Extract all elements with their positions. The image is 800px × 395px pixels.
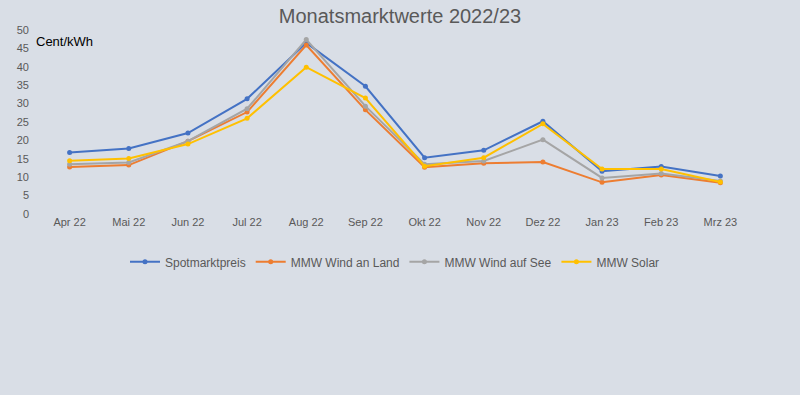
svg-text:20: 20 — [17, 134, 29, 146]
svg-text:0: 0 — [23, 208, 29, 220]
svg-text:Sep 22: Sep 22 — [348, 216, 383, 228]
svg-text:45: 45 — [17, 42, 29, 54]
svg-text:Apr 22: Apr 22 — [53, 216, 85, 228]
svg-text:Spotmarktpreis: Spotmarktpreis — [165, 256, 246, 270]
svg-text:Dez 22: Dez 22 — [525, 216, 560, 228]
svg-text:35: 35 — [17, 79, 29, 91]
svg-text:Jul 22: Jul 22 — [232, 216, 261, 228]
svg-text:5: 5 — [23, 189, 29, 201]
svg-text:40: 40 — [17, 61, 29, 73]
svg-text:Nov 22: Nov 22 — [466, 216, 501, 228]
svg-text:Mrz 23: Mrz 23 — [704, 216, 738, 228]
svg-text:Okt 22: Okt 22 — [408, 216, 440, 228]
svg-text:Mai 22: Mai 22 — [112, 216, 145, 228]
svg-text:Feb 23: Feb 23 — [644, 216, 678, 228]
svg-text:Cent/kWh: Cent/kWh — [36, 34, 93, 49]
svg-text:Monatsmarktwerte 2022/23: Monatsmarktwerte 2022/23 — [279, 5, 521, 27]
svg-text:10: 10 — [17, 171, 29, 183]
svg-text:50: 50 — [17, 24, 29, 36]
svg-text:25: 25 — [17, 116, 29, 128]
svg-text:30: 30 — [17, 97, 29, 109]
svg-text:15: 15 — [17, 153, 29, 165]
svg-text:MMW Solar: MMW Solar — [596, 256, 659, 270]
svg-text:MMW Wind an Land: MMW Wind an Land — [291, 256, 400, 270]
svg-text:Aug 22: Aug 22 — [289, 216, 324, 228]
svg-text:Jan 23: Jan 23 — [586, 216, 619, 228]
svg-text:MMW Wind auf See: MMW Wind auf See — [444, 256, 551, 270]
svg-text:Jun 22: Jun 22 — [171, 216, 204, 228]
